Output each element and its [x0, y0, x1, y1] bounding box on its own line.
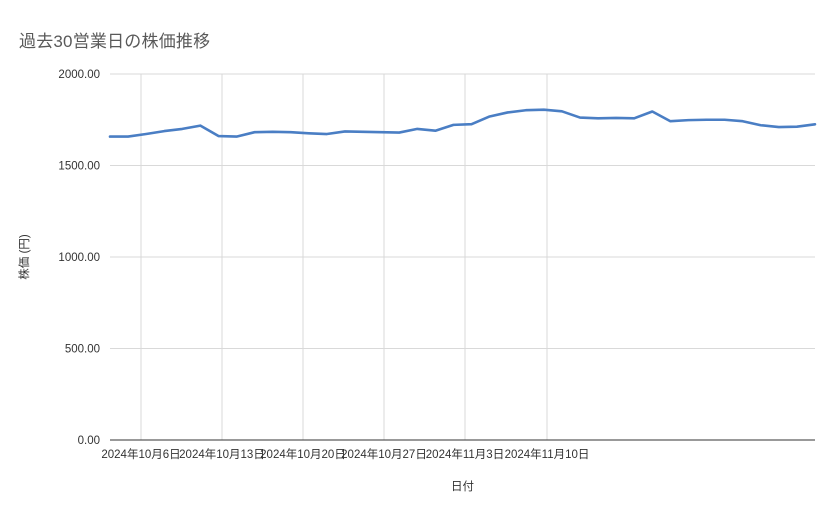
chart-title: 過去30営業日の株価推移: [19, 32, 211, 51]
price-line-series: [108, 108, 817, 138]
y-tick-label: 500.00: [65, 344, 100, 356]
x-axis-title: 日付: [451, 480, 474, 493]
x-tick-label: 2024年11月3日: [426, 447, 504, 461]
y-tick-label: 1500.00: [58, 161, 100, 173]
x-tick-label: 2024年11月10日: [505, 447, 590, 461]
x-tick-label: 2024年10月20日: [260, 447, 346, 461]
x-tick-label: 2024年10月13日: [179, 447, 265, 461]
y-tick-label: 0.00: [78, 435, 100, 447]
y-gridlines: [110, 73, 815, 349]
x-tick-label: 2024年10月6日: [101, 447, 180, 461]
y-axis-title: 株価 (円): [17, 234, 31, 280]
y-tick-labels: 0.00 500.00 1000.00 1500.00 2000.00: [58, 69, 100, 447]
x-tick-labels: 2024年10月6日2024年10月13日2024年10月20日2024年10月…: [101, 447, 589, 461]
y-tick-label: 1000.00: [58, 252, 100, 264]
x-tick-label: 2024年10月27日: [341, 447, 427, 461]
x-gridlines: [140, 74, 548, 440]
y-tick-label: 2000.00: [58, 69, 100, 81]
